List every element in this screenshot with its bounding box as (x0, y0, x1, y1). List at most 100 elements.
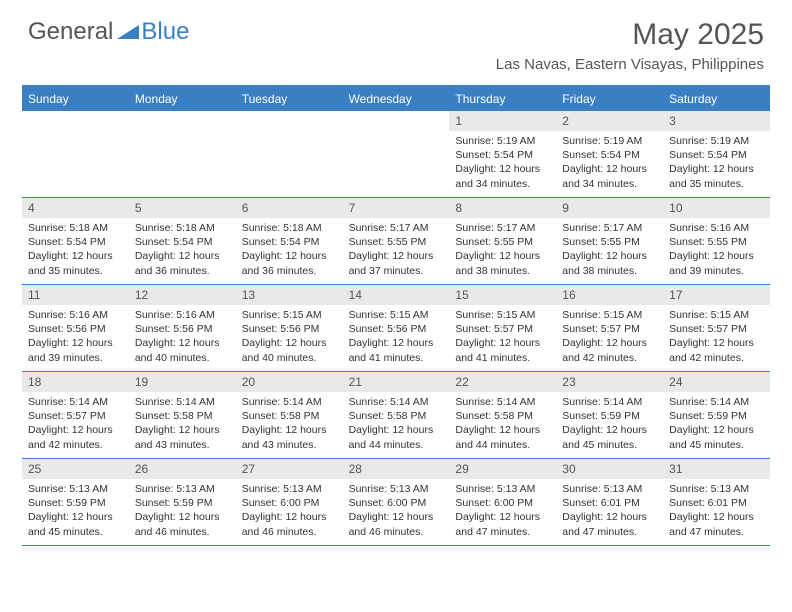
day-number: 7 (343, 198, 450, 218)
day-body: Sunrise: 5:15 AMSunset: 5:57 PMDaylight:… (556, 305, 663, 369)
sunrise-text: Sunrise: 5:17 AM (455, 221, 550, 235)
day-cell: 5Sunrise: 5:18 AMSunset: 5:54 PMDaylight… (129, 198, 236, 284)
sunset-text: Sunset: 5:57 PM (455, 322, 550, 336)
sunset-text: Sunset: 5:59 PM (669, 409, 764, 423)
day-number: 23 (556, 372, 663, 392)
day-body: Sunrise: 5:19 AMSunset: 5:54 PMDaylight:… (663, 131, 770, 195)
day-body: Sunrise: 5:16 AMSunset: 5:56 PMDaylight:… (22, 305, 129, 369)
day-cell: 18 Sunrise: 5:14 AMSunset: 5:57 PMDayligh… (22, 372, 129, 458)
sunrise-text: Sunrise: 5:14 AM (135, 395, 230, 409)
day-number: 4 (22, 198, 129, 218)
sunset-text: Sunset: 6:00 PM (242, 496, 337, 510)
daylight-text: Daylight: 12 hours and 34 minutes. (562, 162, 657, 190)
sunrise-text: Sunrise: 5:13 AM (669, 482, 764, 496)
day-cell: 30Sunrise: 5:13 AMSunset: 6:01 PMDayligh… (556, 459, 663, 545)
sunrise-text: Sunrise: 5:18 AM (242, 221, 337, 235)
day-number: 6 (236, 198, 343, 218)
day-number: 8 (449, 198, 556, 218)
daylight-text: Daylight: 12 hours and 46 minutes. (242, 510, 337, 538)
day-body: Sunrise: 5:14 AMSunset: 5:58 PMDaylight:… (343, 392, 450, 456)
daylight-text: Daylight: 12 hours and 38 minutes. (455, 249, 550, 277)
day-body: Sunrise: 5:15 AMSunset: 5:56 PMDaylight:… (236, 305, 343, 369)
day-number: 19 (129, 372, 236, 392)
sunrise-text: Sunrise: 5:13 AM (242, 482, 337, 496)
day-cell (129, 111, 236, 197)
daylight-text: Daylight: 12 hours and 45 minutes. (669, 423, 764, 451)
day-body: Sunrise: 5:14 AMSunset: 5:59 PMDaylight:… (556, 392, 663, 456)
logo-triangle-icon (117, 21, 139, 44)
sunset-text: Sunset: 5:57 PM (562, 322, 657, 336)
dow-cell: Wednesday (343, 87, 450, 111)
day-number: 12 (129, 285, 236, 305)
day-cell: 13Sunrise: 5:15 AMSunset: 5:56 PMDayligh… (236, 285, 343, 371)
sunrise-text: Sunrise: 5:15 AM (242, 308, 337, 322)
week-row: 25Sunrise: 5:13 AMSunset: 5:59 PMDayligh… (22, 459, 770, 546)
day-number: 29 (449, 459, 556, 479)
day-body: Sunrise: 5:14 AMSunset: 5:58 PMDaylight:… (129, 392, 236, 456)
sunset-text: Sunset: 5:57 PM (28, 409, 123, 423)
sunrise-text: Sunrise: 5:15 AM (669, 308, 764, 322)
day-number (22, 111, 129, 117)
daylight-text: Daylight: 12 hours and 35 minutes. (28, 249, 123, 277)
day-cell: 19Sunrise: 5:14 AMSunset: 5:58 PMDayligh… (129, 372, 236, 458)
day-number: 16 (556, 285, 663, 305)
month-title: May 2025 (496, 18, 764, 52)
sunset-text: Sunset: 5:56 PM (349, 322, 444, 336)
sunrise-text: Sunrise: 5:16 AM (135, 308, 230, 322)
sunrise-text: Sunrise: 5:18 AM (135, 221, 230, 235)
day-body: Sunrise: 5:17 AMSunset: 5:55 PMDaylight:… (449, 218, 556, 282)
sunset-text: Sunset: 5:55 PM (349, 235, 444, 249)
day-body: Sunrise: 5:19 AMSunset: 5:54 PMDaylight:… (449, 131, 556, 195)
dow-cell: Sunday (22, 87, 129, 111)
day-cell: 24Sunrise: 5:14 AMSunset: 5:59 PMDayligh… (663, 372, 770, 458)
day-body: Sunrise: 5:16 AMSunset: 5:55 PMDaylight:… (663, 218, 770, 282)
day-body: Sunrise: 5:13 AMSunset: 5:59 PMDaylight:… (129, 479, 236, 543)
sunrise-text: Sunrise: 5:17 AM (562, 221, 657, 235)
day-number (343, 111, 450, 117)
daylight-text: Daylight: 12 hours and 41 minutes. (455, 336, 550, 364)
day-cell: 4Sunrise: 5:18 AMSunset: 5:54 PMDaylight… (22, 198, 129, 284)
day-number: 14 (343, 285, 450, 305)
sunrise-text: Sunrise: 5:13 AM (455, 482, 550, 496)
day-number: 27 (236, 459, 343, 479)
sunset-text: Sunset: 5:54 PM (242, 235, 337, 249)
day-body: Sunrise: 5:18 AMSunset: 5:54 PMDaylight:… (22, 218, 129, 282)
day-cell: 15Sunrise: 5:15 AMSunset: 5:57 PMDayligh… (449, 285, 556, 371)
daylight-text: Daylight: 12 hours and 40 minutes. (242, 336, 337, 364)
week-row: 11Sunrise: 5:16 AMSunset: 5:56 PMDayligh… (22, 285, 770, 372)
day-cell: 16Sunrise: 5:15 AMSunset: 5:57 PMDayligh… (556, 285, 663, 371)
sunset-text: Sunset: 5:54 PM (135, 235, 230, 249)
day-body: Sunrise: 5:13 AMSunset: 6:01 PMDaylight:… (663, 479, 770, 543)
day-body: Sunrise: 5:15 AMSunset: 5:56 PMDaylight:… (343, 305, 450, 369)
day-number: 18 (22, 372, 129, 392)
sunset-text: Sunset: 5:58 PM (455, 409, 550, 423)
title-block: May 2025 Las Navas, Eastern Visayas, Phi… (496, 18, 764, 73)
week-row: 4Sunrise: 5:18 AMSunset: 5:54 PMDaylight… (22, 198, 770, 285)
day-cell: 31Sunrise: 5:13 AMSunset: 6:01 PMDayligh… (663, 459, 770, 545)
day-cell: 20Sunrise: 5:14 AMSunset: 5:58 PMDayligh… (236, 372, 343, 458)
daylight-text: Daylight: 12 hours and 44 minutes. (349, 423, 444, 451)
sunrise-text: Sunrise: 5:17 AM (349, 221, 444, 235)
sunset-text: Sunset: 5:55 PM (669, 235, 764, 249)
header: General Blue May 2025 Las Navas, Eastern… (0, 0, 792, 79)
sunrise-text: Sunrise: 5:14 AM (28, 395, 123, 409)
day-cell: 11Sunrise: 5:16 AMSunset: 5:56 PMDayligh… (22, 285, 129, 371)
day-cell: 12Sunrise: 5:16 AMSunset: 5:56 PMDayligh… (129, 285, 236, 371)
day-number: 13 (236, 285, 343, 305)
day-cell: 2Sunrise: 5:19 AMSunset: 5:54 PMDaylight… (556, 111, 663, 197)
day-cell: 29Sunrise: 5:13 AMSunset: 6:00 PMDayligh… (449, 459, 556, 545)
day-number: 17 (663, 285, 770, 305)
day-body: Sunrise: 5:18 AMSunset: 5:54 PMDaylight:… (129, 218, 236, 282)
sunrise-text: Sunrise: 5:19 AM (455, 134, 550, 148)
day-number: 28 (343, 459, 450, 479)
daylight-text: Daylight: 12 hours and 46 minutes. (349, 510, 444, 538)
day-number: 1 (449, 111, 556, 131)
day-cell: 1Sunrise: 5:19 AMSunset: 5:54 PMDaylight… (449, 111, 556, 197)
daylight-text: Daylight: 12 hours and 42 minutes. (28, 423, 123, 451)
sunset-text: Sunset: 6:00 PM (455, 496, 550, 510)
logo-text-general: General (28, 18, 113, 46)
day-body: Sunrise: 5:14 AMSunset: 5:59 PMDaylight:… (663, 392, 770, 456)
dow-cell: Tuesday (236, 87, 343, 111)
sunset-text: Sunset: 5:56 PM (242, 322, 337, 336)
daylight-text: Daylight: 12 hours and 38 minutes. (562, 249, 657, 277)
